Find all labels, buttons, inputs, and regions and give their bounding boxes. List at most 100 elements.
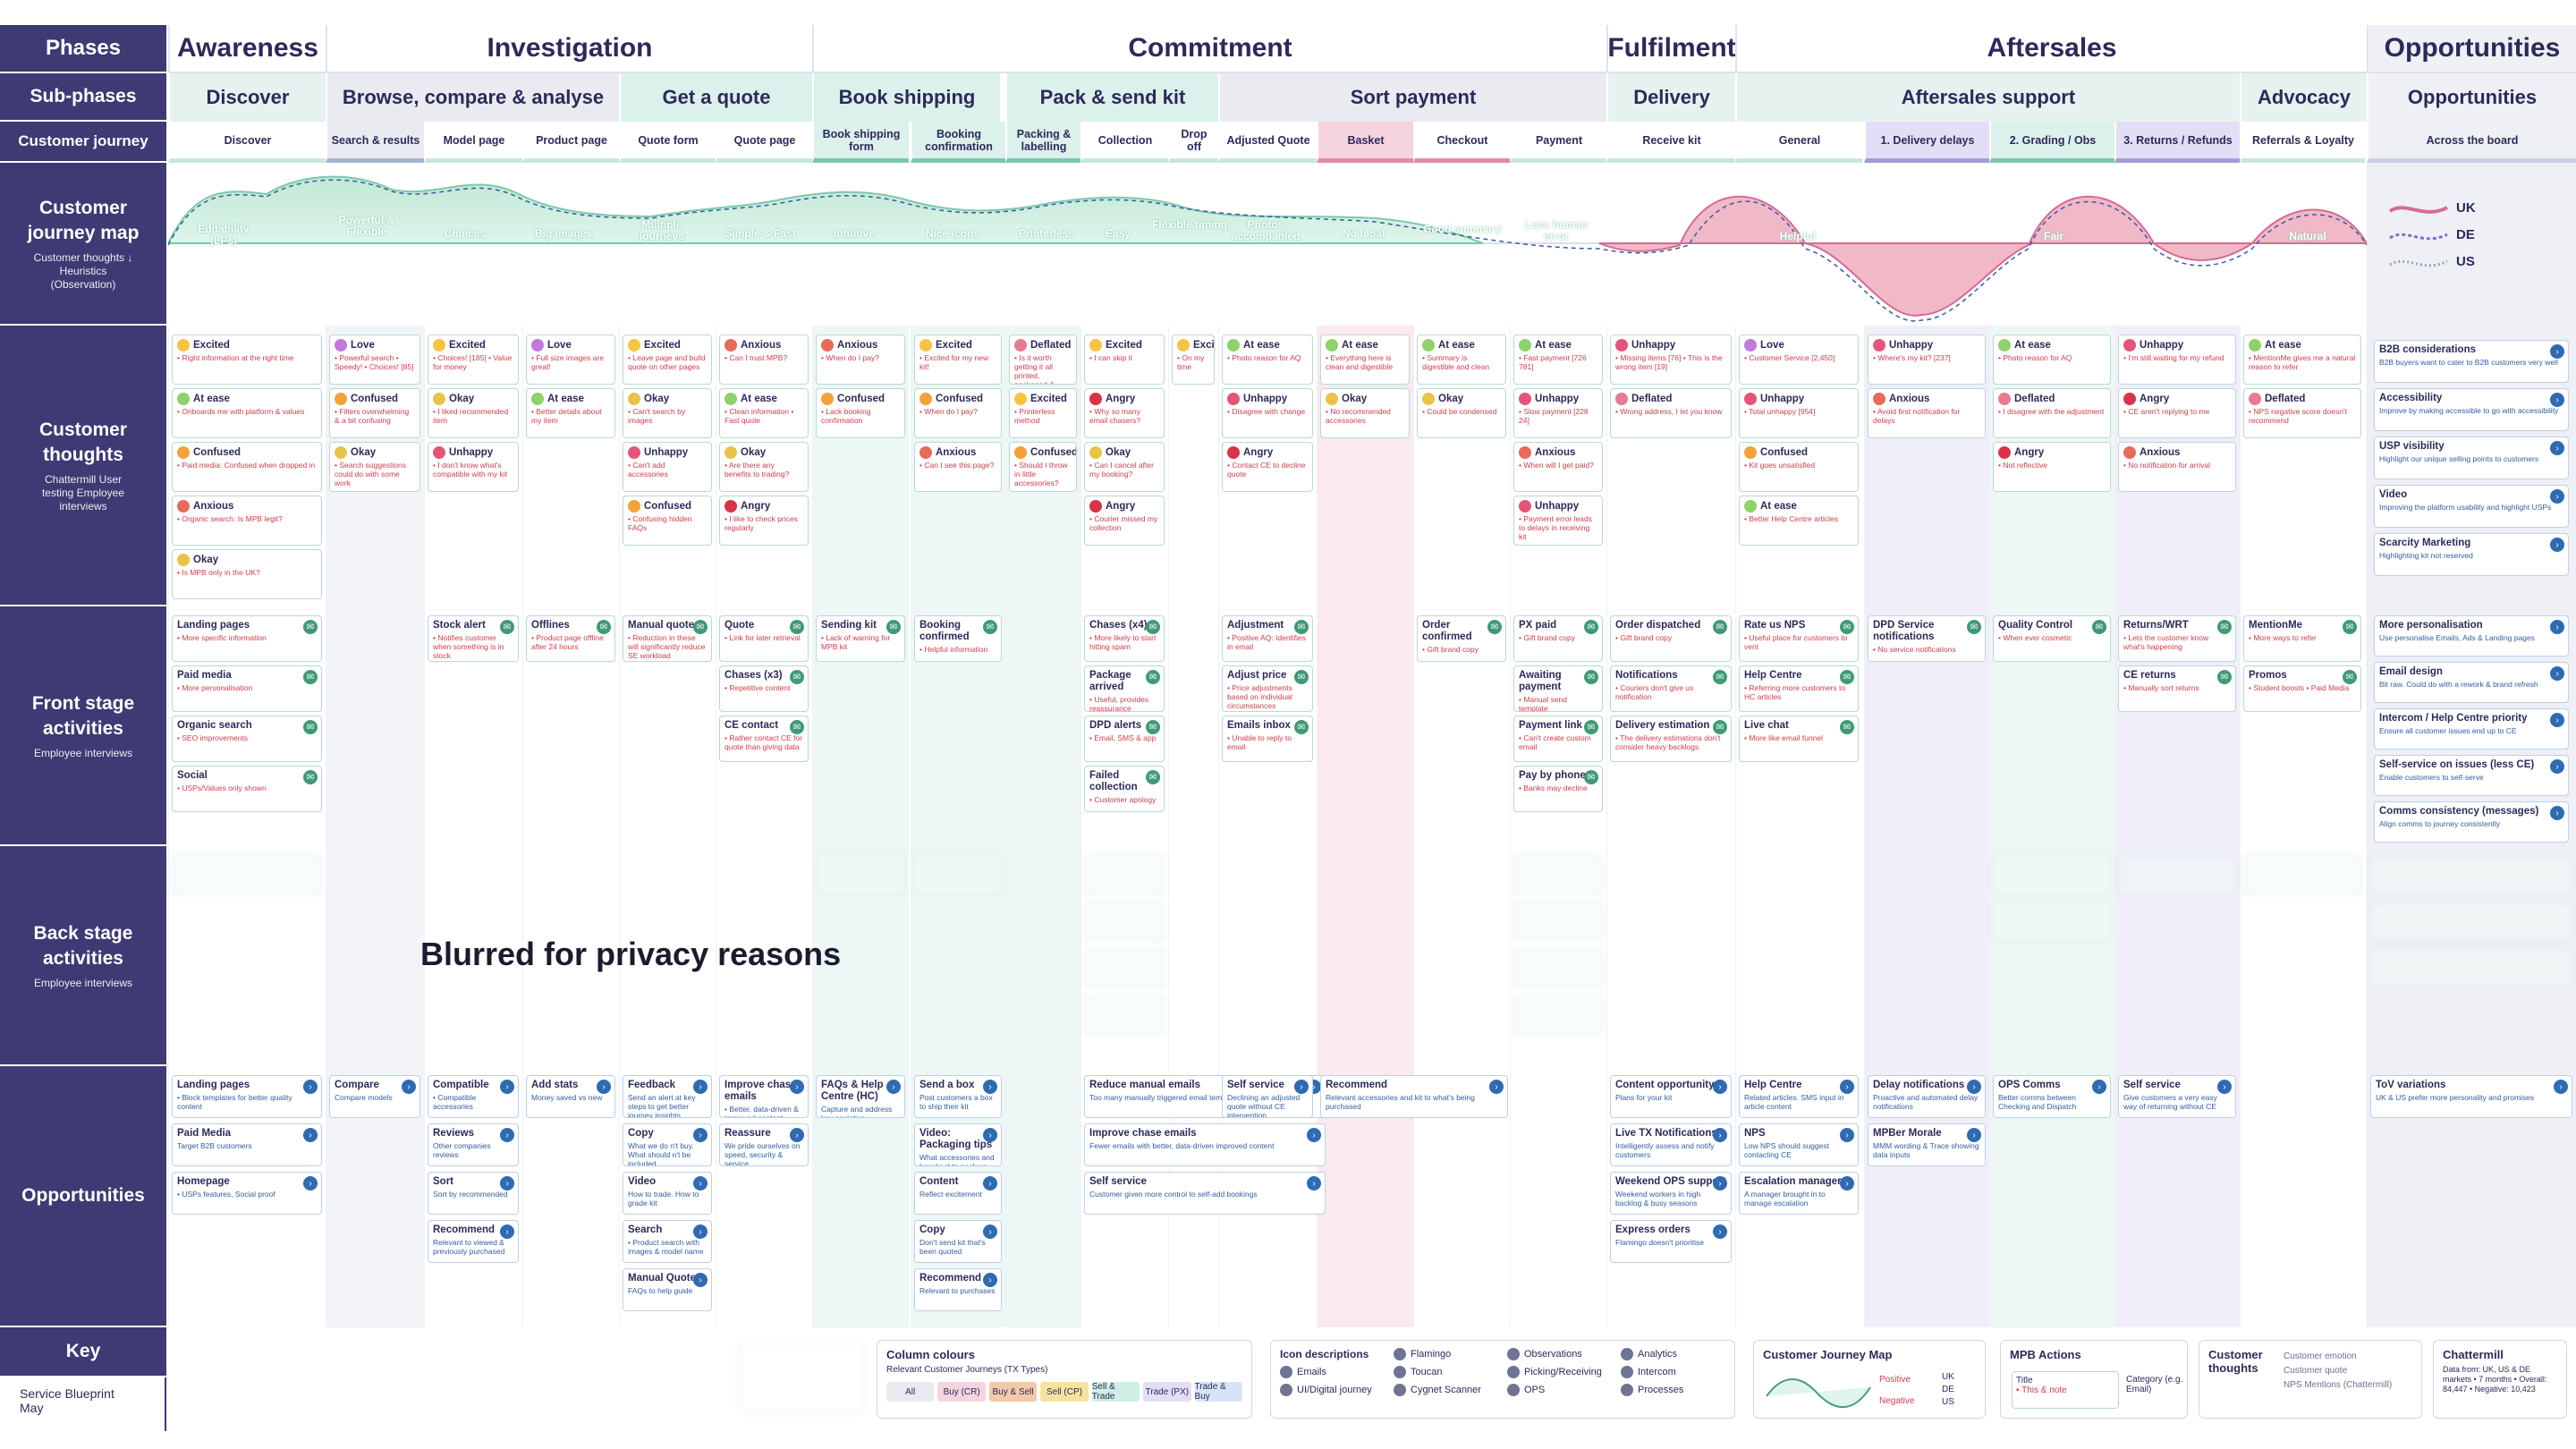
opportunity-card[interactable]: Recommend Relevant accessories and kit to… — [1320, 1075, 1508, 1118]
emotion-face-icon — [628, 339, 640, 352]
opportunity-card[interactable]: NPS Low NPS should suggest contacting CE › — [1739, 1123, 1859, 1166]
mpb-field-category: Category (e.g. Email) — [2126, 1375, 2183, 1394]
opportunity-front-card[interactable]: Intercom / Help Centre priority Ensure al… — [2374, 708, 2569, 750]
thought-title: Anxious — [936, 446, 977, 458]
front-stage-note: • Link for later retrieval — [724, 633, 801, 642]
opportunity-card[interactable]: Recommend Relevant to viewed & previously… — [428, 1220, 519, 1263]
thought-emotion: Deflated — [2249, 393, 2356, 405]
opportunity-card[interactable]: Video: Packaging tips What accessories an… — [914, 1123, 1002, 1166]
opportunity-title: Compatible — [433, 1080, 489, 1090]
back-stage-card-blurred — [1993, 855, 2111, 894]
opportunity-desc: Improving the platform usability and hig… — [2379, 503, 2552, 512]
thought-quote: • Full size images are great! — [531, 353, 604, 371]
opportunity-card[interactable]: Manual Quote FAQs to help guide › — [623, 1268, 712, 1311]
opportunity-card[interactable]: Delay notifications Proactive and automat… — [1868, 1075, 1986, 1118]
cjm-negative: Negative — [1879, 1396, 1915, 1406]
curve-uk — [168, 179, 2367, 322]
opportunity-card[interactable]: Sort Sort by recommended › — [428, 1172, 519, 1215]
column-colour-swatch: Sell (CP) — [1040, 1382, 1089, 1402]
front-stage-note: • The delivery estimations don't conside… — [1615, 733, 1721, 751]
opportunity-card[interactable]: ToV variations UK & US prefer more person… — [2370, 1075, 2572, 1118]
front-stage-card: MentionMe • More ways to refer ✉ — [2243, 615, 2361, 662]
arrow-icon: › — [2554, 1080, 2568, 1094]
opportunity-card[interactable]: Feedback Send an alert at key steps to ge… — [623, 1075, 712, 1118]
opportunity-front-card[interactable]: Comms consistency (messages) Align comms … — [2374, 801, 2569, 843]
front-stage-note: • Lack of warning for MPB kit — [821, 633, 891, 651]
opportunity-card[interactable]: Landing pages • Block templates for bette… — [172, 1075, 322, 1118]
opportunity-card[interactable]: Content opportunity Plans for your kit › — [1610, 1075, 1732, 1118]
opportunity-title: Video: Packaging tips — [919, 1128, 993, 1150]
channel-icon: ✉ — [303, 720, 318, 734]
opportunity-desc: Weekend workers in high backlog & busy s… — [1615, 1190, 1701, 1208]
thought-card: At ease • Photo reason for AQ — [1993, 335, 2111, 385]
opportunity-card[interactable]: Reassure We pride ourselves on speed, sec… — [719, 1123, 809, 1166]
thought-title: Deflated — [2265, 393, 2306, 404]
opportunity-card[interactable]: Video How to trade. How to grade kit › — [623, 1172, 712, 1215]
front-stage-title: Order confirmed — [1422, 620, 1472, 642]
opportunity-card[interactable]: Compatible • Compatible accessories › — [428, 1075, 519, 1118]
opportunity-card[interactable]: Self service Declining an adjusted quote … — [1222, 1075, 1313, 1118]
opportunity-card[interactable]: Recommend Relevant to purchases › — [914, 1268, 1002, 1311]
opportunity-title: Add stats — [531, 1080, 579, 1090]
opportunity-card[interactable]: Search • Product search with images & mod… — [623, 1220, 712, 1263]
column-tint — [326, 326, 424, 1327]
opportunity-card[interactable]: Improve chase emails Fewer emails with be… — [1084, 1123, 1326, 1166]
opportunity-card[interactable]: Compare Compare models › — [329, 1075, 420, 1118]
opportunity-desc: Related articles. SMS input in article c… — [1744, 1093, 1844, 1111]
opportunity-card[interactable]: Paid Media Target B2B customers › — [172, 1123, 322, 1166]
thought-emotion: Okay — [724, 446, 803, 459]
opportunity-card[interactable]: Live TX Notifications Intelligently asses… — [1610, 1123, 1732, 1166]
emotion-face-icon — [177, 500, 190, 513]
thought-card: Okay • Can't search by images — [623, 388, 712, 438]
thought-title: Okay — [1106, 446, 1131, 458]
emotion-face-icon — [724, 500, 737, 513]
emotion-face-icon — [1014, 446, 1027, 459]
thought-title: Unhappy — [449, 446, 494, 458]
opportunity-card[interactable]: Content Reflect excitement › — [914, 1172, 1002, 1215]
opportunity-card[interactable]: MPBer Morale MMM wording & Trace showing … — [1868, 1123, 1986, 1166]
opportunity-card[interactable]: FAQs & Help Centre (HC) Capture and addre… — [816, 1075, 905, 1118]
opportunity-front-card[interactable]: More personalisation Use personalise Emai… — [2374, 615, 2569, 657]
opportunity-card[interactable]: Add stats Money saved vs new › — [526, 1075, 615, 1118]
front-stage-card: Live chat • More like email funnel ✉ — [1739, 716, 1859, 762]
opportunity-card[interactable]: Copy Don't send kit that's been quoted › — [914, 1220, 1002, 1263]
opportunity-desc: Bit raw. Could do with a rework & brand … — [2379, 680, 2538, 689]
thought-title: At ease — [1535, 339, 1572, 351]
opportunity-thought-card[interactable]: Video Improving the platform usability an… — [2374, 485, 2569, 528]
opportunity-card[interactable]: Help Centre Related articles. SMS input i… — [1739, 1075, 1859, 1118]
opportunity-thought-card[interactable]: B2B considerations B2B buyers want to cat… — [2374, 340, 2569, 383]
opportunity-card[interactable]: Escalation manager A manager brought in t… — [1739, 1172, 1859, 1215]
opportunity-thought-card[interactable]: Accessibility Improve by making accessibl… — [2374, 388, 2569, 431]
opportunity-card[interactable]: Send a box Post customers a box to ship t… — [914, 1075, 1002, 1118]
channel-icon: ✉ — [1294, 720, 1309, 734]
arrow-icon: › — [790, 1080, 804, 1094]
opportunity-front-card[interactable]: Self-service on issues (less CE) Enable c… — [2374, 755, 2569, 796]
opportunity-card[interactable]: Improve chase emails • Better, data-drive… — [719, 1075, 809, 1118]
legend-us: US — [2456, 254, 2475, 269]
thought-quote: • Is it worth getting it all printed, pa… — [1014, 353, 1055, 385]
opportunity-card[interactable]: Self service Give customers a very easy w… — [2118, 1075, 2236, 1118]
opportunity-card[interactable]: Express orders Flamingo doesn't prioritis… — [1610, 1220, 1732, 1263]
opportunity-card[interactable]: Self service Customer given more control … — [1084, 1172, 1326, 1215]
opportunity-card[interactable]: Copy What we do n't buy. What should n't … — [623, 1123, 712, 1166]
back-stage-card-blurred — [2370, 902, 2572, 941]
opportunity-front-card[interactable]: Email design Bit raw. Could do with a rew… — [2374, 662, 2569, 703]
opportunity-desc: Don't send kit that's been quoted — [919, 1238, 986, 1256]
opportunity-desc: We pride ourselves on speed, security & … — [724, 1141, 801, 1166]
front-stage-note: • Manual send template — [1519, 695, 1568, 712]
opportunity-thought-card[interactable]: USP visibility Highlight our unique selli… — [2374, 436, 2569, 479]
opportunity-card[interactable]: OPS Comms Better comms between Checking a… — [1993, 1075, 2111, 1118]
opportunity-title: Self service — [2123, 1080, 2181, 1090]
opportunity-thought-card[interactable]: Scarcity Marketing Highlighting kit not r… — [2374, 533, 2569, 576]
opportunity-card[interactable]: Reviews Other companies reviews › — [428, 1123, 519, 1166]
channel-icon: ✉ — [303, 670, 318, 684]
channel-icon: ✉ — [1146, 770, 1160, 784]
opportunity-title: Self service — [1227, 1080, 1284, 1090]
opportunity-card[interactable]: Homepage • USPs features, Social proof › — [172, 1172, 322, 1215]
front-stage-note: • Price adjustments based on individual … — [1227, 683, 1292, 710]
thought-title: Anxious — [193, 500, 234, 512]
thought-card: Deflated • Is it worth getting it all pri… — [1009, 335, 1077, 385]
thought-quote: • Total unhappy [954] — [1744, 407, 1816, 416]
back-stage-card-blurred — [1084, 948, 1165, 987]
opportunity-card[interactable]: Weekend OPS support Weekend workers in hi… — [1610, 1172, 1732, 1215]
